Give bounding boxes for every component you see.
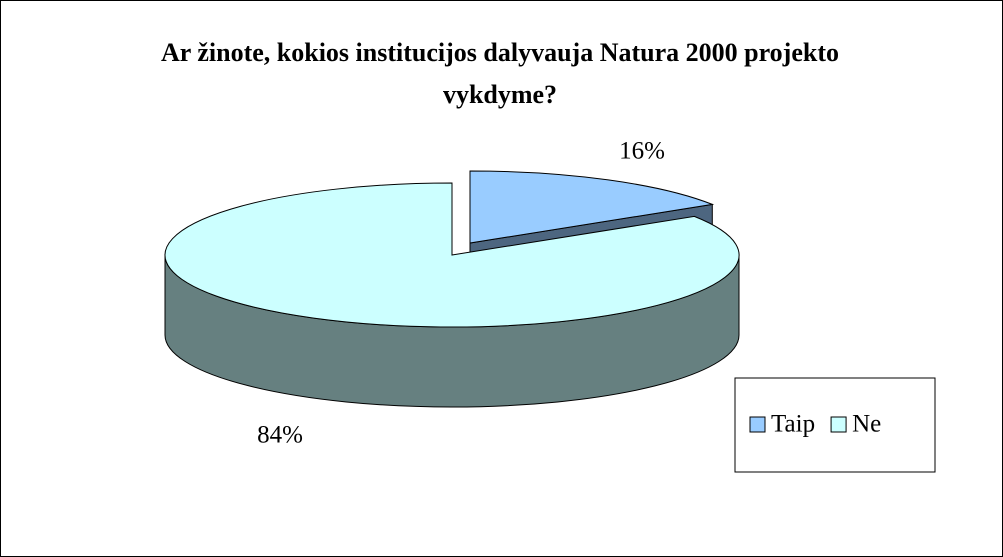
data-label: 16% [619,138,665,165]
legend-label: Ne [852,411,881,438]
slice [469,170,715,244]
slice [164,182,740,328]
chart-title: Ar žinote, kokios institucijos dalyvauja… [161,38,839,109]
legend-swatch [830,416,847,433]
legend-label: Taip [771,411,815,438]
data-label: 84% [257,422,303,449]
legend-swatch [749,416,766,433]
